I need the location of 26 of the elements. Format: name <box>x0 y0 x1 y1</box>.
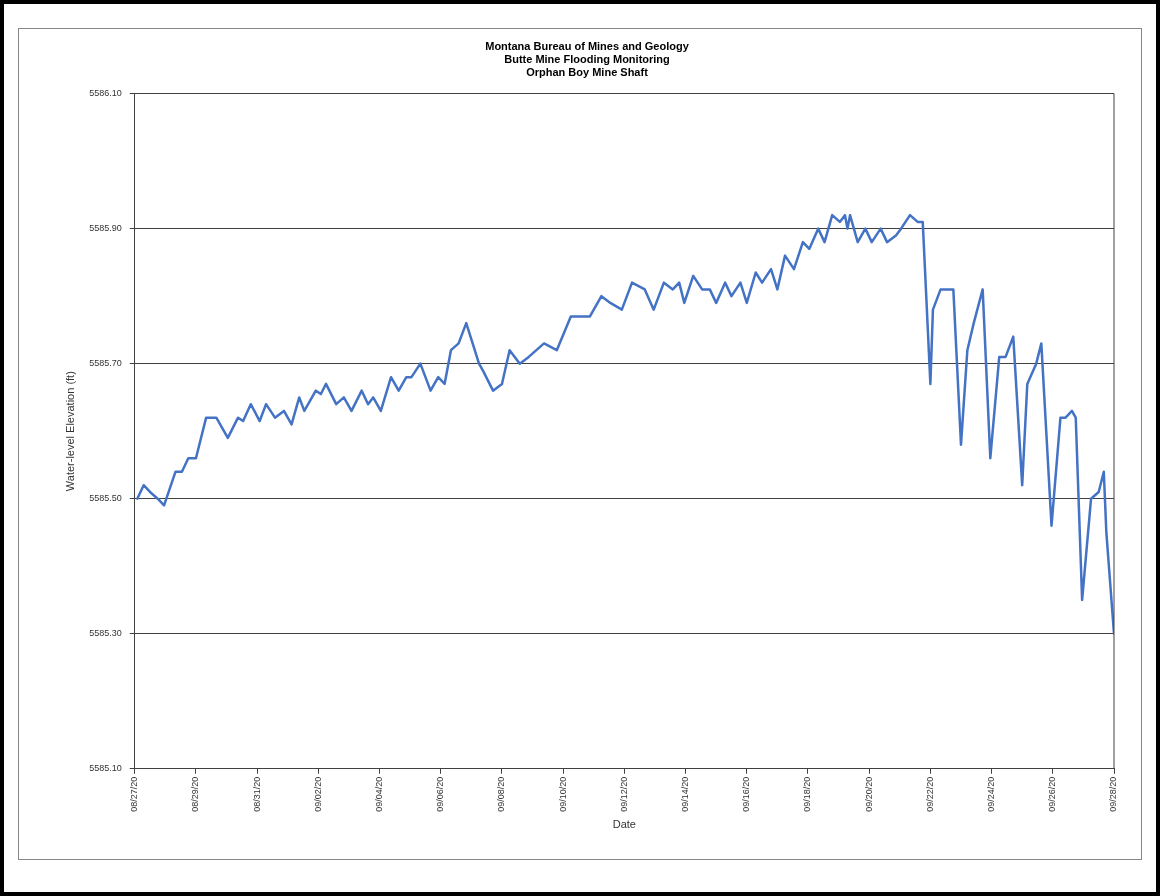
x-tick-label: 09/24/20 <box>986 776 997 812</box>
y-axis-title: Water-level Elevation (ft) <box>63 371 76 492</box>
x-axis-title: Date <box>612 818 636 831</box>
x-tick-label: 08/27/20 <box>129 776 140 812</box>
x-tick-label: 08/31/20 <box>251 776 262 812</box>
y-tick-label: 5585.70 <box>89 358 122 369</box>
y-tick-label: 5585.10 <box>89 763 122 774</box>
y-tick-label: 5585.30 <box>89 628 122 639</box>
x-tick-label: 09/28/20 <box>1108 776 1119 812</box>
x-tick-label: 09/02/20 <box>312 776 323 812</box>
x-tick-label: 09/04/20 <box>374 776 385 812</box>
x-tick-label: 09/06/20 <box>435 776 446 812</box>
y-tick-label: 5585.50 <box>89 493 122 504</box>
x-tick-label: 09/26/20 <box>1047 776 1058 812</box>
x-tick-label: 09/10/20 <box>557 776 568 812</box>
x-tick-label: 09/20/20 <box>863 776 874 812</box>
y-tick-label: 5585.90 <box>89 223 122 234</box>
x-tick-label: 08/29/20 <box>190 776 201 812</box>
x-tick-label: 09/22/20 <box>924 776 935 812</box>
y-tick-label: 5586.10 <box>89 88 122 99</box>
x-tick-label: 09/12/20 <box>618 776 629 812</box>
chart-title: Montana Bureau of Mines and Geology Butte Mine Flooding Monitoring Orphan Boy Mine Shaft <box>485 39 690 79</box>
x-tick-label: 09/08/20 <box>496 776 507 812</box>
x-tick-label: 09/18/20 <box>802 776 813 812</box>
x-tick-label: 09/14/20 <box>680 776 691 812</box>
x-tick-label: 09/16/20 <box>741 776 752 812</box>
